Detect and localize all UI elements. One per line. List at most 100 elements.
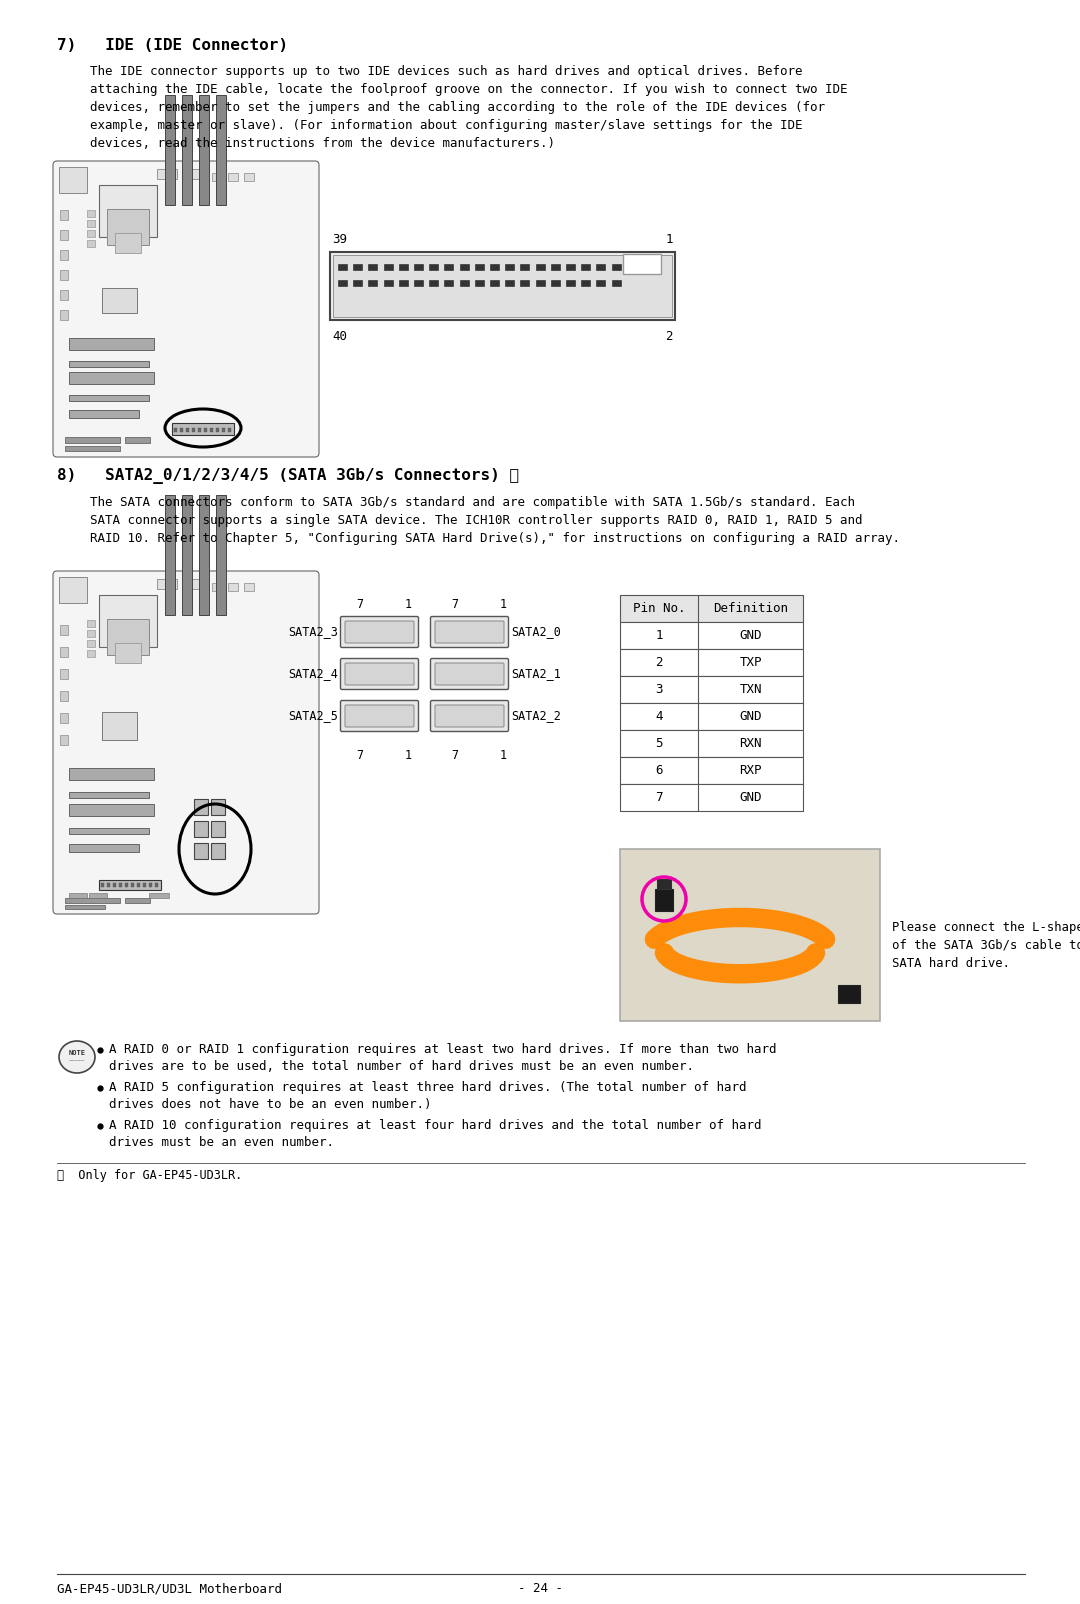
Text: 7: 7	[451, 598, 459, 611]
Bar	[194, 799, 208, 815]
Bar	[216, 95, 226, 205]
Bar	[99, 184, 157, 237]
Bar	[65, 436, 120, 443]
Text: GND: GND	[739, 629, 761, 642]
Text: SATA2_0: SATA2_0	[511, 626, 561, 638]
Bar	[59, 167, 87, 192]
Bar	[338, 281, 347, 286]
Bar	[521, 281, 529, 286]
Text: 1: 1	[665, 233, 673, 245]
Bar	[102, 289, 137, 313]
Bar	[620, 650, 804, 675]
FancyBboxPatch shape	[431, 701, 509, 731]
Bar	[330, 252, 675, 321]
Bar	[65, 898, 120, 903]
Bar	[183, 168, 200, 180]
Bar	[69, 411, 139, 419]
Text: RXN: RXN	[739, 736, 761, 751]
Bar	[60, 210, 68, 220]
Text: 8)   SATA2_0/1/2/3/4/5 (SATA 3Gb/s Connectors) ①: 8) SATA2_0/1/2/3/4/5 (SATA 3Gb/s Connect…	[57, 468, 519, 484]
Bar	[183, 496, 192, 614]
Text: TXN: TXN	[739, 683, 761, 696]
Bar	[107, 882, 110, 887]
Bar	[60, 250, 68, 260]
Bar	[429, 281, 438, 286]
Bar	[102, 712, 137, 739]
Bar	[838, 985, 860, 1002]
Text: devices, read the instructions from the device manufacturers.): devices, read the instructions from the …	[90, 136, 555, 151]
Bar	[505, 265, 514, 269]
Bar	[551, 265, 559, 269]
Text: 39: 39	[332, 233, 347, 245]
Text: SATA2_4: SATA2_4	[288, 667, 338, 680]
Text: A RAID 0 or RAID 1 configuration requires at least two hard drives. If more than: A RAID 0 or RAID 1 configuration require…	[109, 1043, 777, 1055]
Bar	[505, 281, 514, 286]
Bar	[60, 691, 68, 701]
Bar	[69, 338, 154, 350]
Bar	[581, 281, 590, 286]
Bar	[192, 428, 195, 431]
Bar	[59, 577, 87, 603]
FancyBboxPatch shape	[340, 616, 419, 648]
Bar	[180, 428, 183, 431]
Bar	[157, 168, 177, 180]
Text: SATA2_3: SATA2_3	[288, 626, 338, 638]
Text: 7: 7	[356, 598, 364, 611]
Bar	[551, 281, 559, 286]
Bar	[107, 209, 149, 245]
Text: ~~~~~: ~~~~~	[69, 1059, 85, 1063]
Bar	[611, 265, 621, 269]
Text: GND: GND	[739, 711, 761, 723]
Bar	[475, 265, 484, 269]
Bar	[89, 893, 107, 898]
Text: 40: 40	[332, 330, 347, 343]
Bar	[490, 281, 499, 286]
Text: Definition: Definition	[713, 602, 788, 614]
Bar	[87, 241, 95, 247]
Bar	[131, 882, 134, 887]
Text: 5: 5	[656, 736, 663, 751]
Bar	[87, 220, 95, 228]
Bar	[657, 879, 671, 889]
Bar	[125, 436, 150, 443]
FancyBboxPatch shape	[435, 662, 504, 685]
Text: A RAID 10 configuration requires at least four hard drives and the total number : A RAID 10 configuration requires at leas…	[109, 1120, 761, 1132]
FancyBboxPatch shape	[340, 701, 419, 731]
Bar	[399, 281, 408, 286]
Bar	[194, 821, 208, 837]
Bar	[60, 626, 68, 635]
Bar	[620, 622, 804, 650]
Bar	[581, 265, 590, 269]
Text: SATA2_1: SATA2_1	[511, 667, 561, 680]
Bar	[368, 281, 377, 286]
Text: 7: 7	[656, 791, 663, 804]
Bar	[69, 844, 139, 852]
Text: SATA connector supports a single SATA device. The ICH10R controller supports RAI: SATA connector supports a single SATA de…	[90, 513, 863, 528]
Text: 2: 2	[665, 330, 673, 343]
FancyBboxPatch shape	[435, 706, 504, 727]
Bar	[87, 621, 95, 627]
Bar	[222, 428, 225, 431]
Text: 7: 7	[356, 749, 364, 762]
Bar	[620, 675, 804, 703]
Bar	[113, 882, 116, 887]
Bar	[620, 849, 880, 1022]
Bar	[69, 361, 149, 367]
Bar	[60, 646, 68, 658]
Text: 7)   IDE (IDE Connector): 7) IDE (IDE Connector)	[57, 38, 288, 53]
Bar	[69, 768, 154, 780]
Bar	[198, 428, 201, 431]
Bar	[611, 281, 621, 286]
Bar	[216, 428, 219, 431]
Bar	[69, 372, 154, 383]
Bar	[183, 579, 200, 589]
Bar	[244, 173, 254, 181]
FancyBboxPatch shape	[431, 616, 509, 648]
Bar	[566, 265, 575, 269]
Bar	[212, 582, 222, 590]
Bar	[338, 265, 347, 269]
Bar	[444, 265, 454, 269]
Text: attaching the IDE cable, locate the foolproof groove on the connector. If you wi: attaching the IDE cable, locate the fool…	[90, 83, 848, 96]
Text: example, master or slave). (For information about configuring master/slave setti: example, master or slave). (For informat…	[90, 119, 802, 132]
Bar	[444, 281, 454, 286]
